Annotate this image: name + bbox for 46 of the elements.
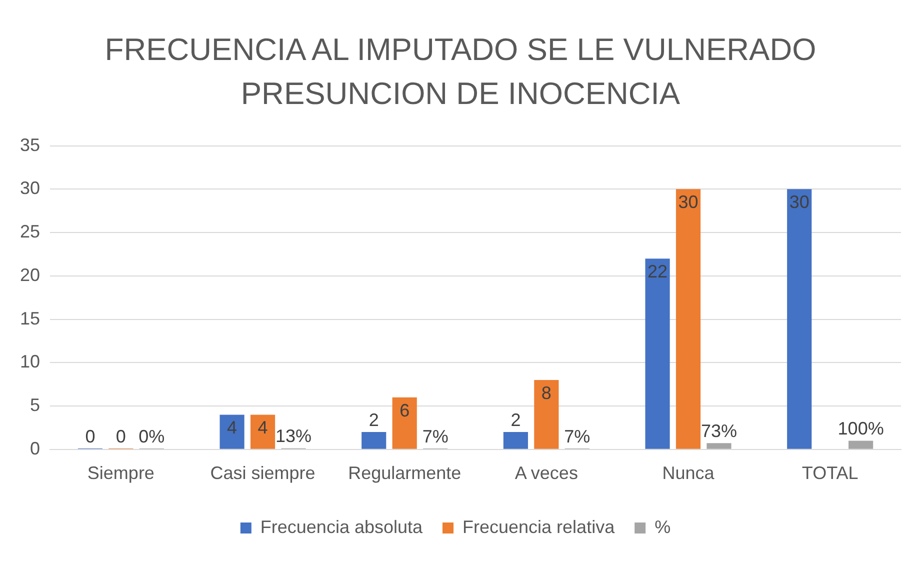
bar [250, 414, 276, 449]
data-label: 7% [422, 426, 448, 446]
y-tick-label: 35 [20, 134, 40, 155]
data-label: 0% [138, 426, 165, 446]
bar [362, 432, 386, 449]
data-label: 2 [368, 410, 379, 430]
bar [676, 189, 701, 449]
x-tick-label: Nunca [662, 463, 716, 484]
data-label: 2 [510, 410, 521, 430]
data-label: 30 [789, 192, 810, 212]
data-label: 73% [700, 421, 737, 442]
legend-label: Frecuencia relativa [462, 516, 616, 537]
data-label: 13% [275, 426, 312, 446]
legend-label: % [654, 516, 671, 537]
bar [503, 432, 528, 449]
x-tick-label: Siempre [87, 463, 154, 484]
data-label: 8 [541, 382, 552, 403]
data-label: 22 [648, 262, 668, 282]
y-tick-label: 0 [30, 438, 40, 458]
data-label: 4 [227, 418, 238, 438]
chart-title: FRECUENCIA AL IMPUTADO SE LE VULNERADO PRESUNCION DE INOCENCIA [104, 31, 818, 113]
y-tick-label: 25 [20, 222, 40, 242]
bar [534, 380, 559, 449]
y-tick-label: 20 [20, 264, 40, 285]
x-tick-label: Regularmente [348, 463, 462, 484]
legend-label: Frecuencia absoluta [260, 516, 424, 537]
data-label: 0 [85, 426, 96, 446]
bar [787, 189, 812, 449]
y-tick-label: 5 [30, 394, 40, 415]
y-tick-label: 10 [20, 352, 40, 372]
data-label: 4 [258, 418, 268, 438]
y-tick-label: 15 [20, 308, 40, 328]
data-label: 100% [838, 418, 884, 439]
bar [848, 440, 874, 449]
bar [220, 414, 244, 449]
y-tick-label: 30 [20, 178, 40, 198]
data-label: 6 [400, 400, 410, 420]
data-label: 30 [678, 192, 698, 212]
bar [392, 397, 417, 449]
x-tick-label: A veces [514, 463, 578, 484]
x-tick-label: TOTAL [802, 463, 858, 484]
data-label: 7% [564, 426, 590, 446]
x-tick-label: Casi siempre [210, 463, 316, 484]
data-label: 0 [116, 426, 126, 446]
bar [645, 258, 670, 449]
bar [706, 443, 732, 449]
